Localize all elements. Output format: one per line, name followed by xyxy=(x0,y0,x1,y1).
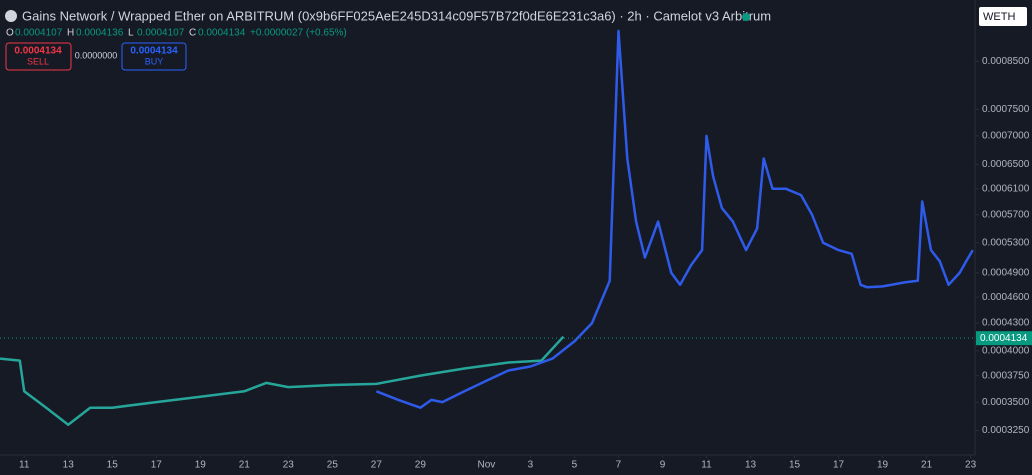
last-price-tag xyxy=(976,331,1032,346)
logo xyxy=(5,10,17,22)
y-tick-label: 0.0007000 xyxy=(982,131,1030,142)
last-price-label: 0.0004134 xyxy=(980,333,1028,344)
y-tick-label: 0.0005700 xyxy=(982,209,1030,220)
ohlc-value: 0.0004134 xyxy=(198,28,246,39)
price-line xyxy=(375,29,974,409)
x-tick-label: 21 xyxy=(921,460,933,471)
buy-button[interactable] xyxy=(121,42,187,71)
y-tick-label: 0.0003500 xyxy=(982,397,1030,408)
x-tick-label: 23 xyxy=(283,460,295,471)
x-tick-label: 17 xyxy=(151,460,163,471)
x-tick-label: 25 xyxy=(327,460,339,471)
y-tick-label: 0.0008500 xyxy=(982,56,1030,67)
x-tick-label: 19 xyxy=(877,460,889,471)
y-tick-label: 0.0004300 xyxy=(982,318,1030,329)
sell-button[interactable] xyxy=(5,42,72,71)
x-tick-label: 13 xyxy=(63,460,75,471)
ohlc-key: H xyxy=(67,28,74,39)
x-tick-label: 27 xyxy=(371,460,383,471)
spread: 0.0000000 xyxy=(75,50,118,60)
y-tick-label: 0.0003250 xyxy=(982,425,1030,436)
x-tick-label: 19 xyxy=(195,460,207,471)
y-tick-label: 0.0004000 xyxy=(982,345,1030,356)
ohlc-key: C xyxy=(189,28,196,39)
y-tick-label: 0.0006500 xyxy=(982,159,1030,170)
y-tick-label: 0.0003750 xyxy=(982,370,1030,381)
buy-label: BUY xyxy=(145,56,164,66)
ohlc-key: O xyxy=(6,28,14,39)
x-tick-label: 11 xyxy=(19,460,30,471)
y-tick-label: 0.0004600 xyxy=(982,292,1030,303)
y-tick-label: 0.0004900 xyxy=(982,268,1030,279)
x-tick-label: 15 xyxy=(789,460,801,471)
sell-price: 0.0004134 xyxy=(14,46,62,57)
sell-label: SELL xyxy=(27,56,49,66)
ohlc-change: +0.0000027 (+0.65%) xyxy=(250,28,347,39)
ohlc-value: 0.0004107 xyxy=(137,28,185,39)
x-tick-label: 3 xyxy=(528,460,534,471)
price-line xyxy=(0,335,565,426)
x-tick-label: 15 xyxy=(107,460,119,471)
status-dot xyxy=(742,13,750,21)
ohlc-value: 0.0004107 xyxy=(15,28,63,39)
x-tick-label: Nov xyxy=(478,460,496,471)
y-tick-label: 0.0006100 xyxy=(982,183,1030,194)
x-tick-label: 17 xyxy=(833,460,845,471)
x-tick-label: 13 xyxy=(745,460,757,471)
ohlc-key: L xyxy=(128,28,134,39)
ohlc: O 0.0004107 H 0.0004136 L 0.0004107 C 0.0004134… xyxy=(6,28,347,39)
currency-button[interactable] xyxy=(979,7,1027,26)
x-tick-label: 21 xyxy=(239,460,251,471)
currency: WETH xyxy=(983,11,1015,23)
x-tick-label: 7 xyxy=(616,460,622,471)
x-tick-label: 29 xyxy=(415,460,427,471)
x-tick-label: 5 xyxy=(572,460,578,471)
y-tick-label: 0.0005300 xyxy=(982,237,1030,248)
x-tick-label: 23 xyxy=(965,460,977,471)
ohlc-value: 0.0004136 xyxy=(76,28,124,39)
title: Gains Network / Wrapped Ether on ARBITRU… xyxy=(22,8,771,23)
buy-price: 0.0004134 xyxy=(130,46,178,57)
x-tick-label: 9 xyxy=(660,460,666,471)
x-tick-label: 11 xyxy=(701,460,712,471)
y-tick-label: 0.0007500 xyxy=(982,104,1030,115)
